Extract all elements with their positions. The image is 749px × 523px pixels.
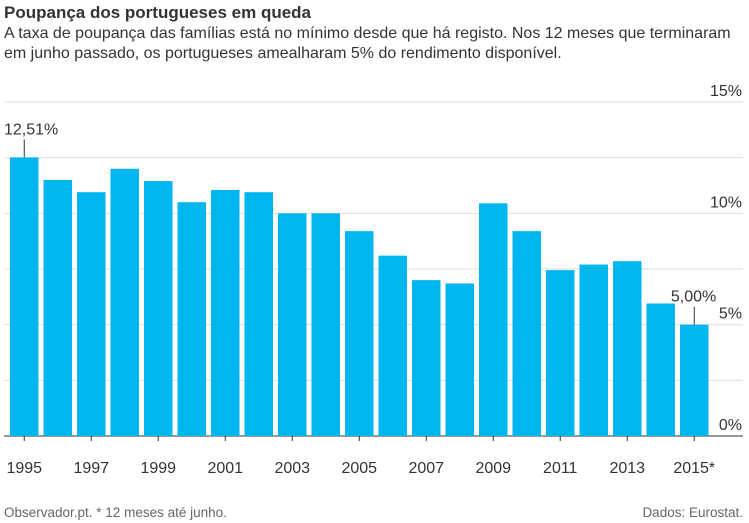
annotation-label: 12,51% xyxy=(4,121,58,138)
data-source: Dados: Eurostat. xyxy=(642,505,743,520)
bar-2013 xyxy=(613,261,642,436)
annotation-label: 5,00% xyxy=(671,289,716,306)
bar-2009 xyxy=(479,203,508,436)
x-tick-label: 2013 xyxy=(609,460,645,477)
bar-1995 xyxy=(10,157,39,436)
bar-2001 xyxy=(211,189,240,436)
bar-2000 xyxy=(177,202,206,436)
bar-2011 xyxy=(546,270,575,436)
y-axis-labels: 0% 5% 10% 15% xyxy=(710,83,742,434)
y-tick-label: 15% xyxy=(710,83,742,100)
bar-1998 xyxy=(110,168,139,437)
bar-2008 xyxy=(445,283,474,436)
bar-1996 xyxy=(43,179,72,436)
x-tick-label: 2009 xyxy=(475,460,511,477)
x-tick-label: 2015* xyxy=(673,460,715,477)
bar-2005 xyxy=(345,231,374,436)
annotations: 12,51% 5,00% xyxy=(4,121,716,325)
chart-subtitle: A taxa de poupança das famílias está no … xyxy=(4,25,731,62)
x-tick-label: 1995 xyxy=(6,460,42,477)
bar-2002 xyxy=(244,192,273,436)
chart-title: Poupança dos portugueses em queda xyxy=(4,3,312,22)
bar-2010 xyxy=(512,231,541,436)
bar-2006 xyxy=(378,255,407,436)
source-note: Observador.pt. * 12 meses até junho. xyxy=(4,505,227,520)
x-tick-label: 2011 xyxy=(543,460,578,477)
x-tick-label: 2003 xyxy=(274,460,310,477)
bars xyxy=(10,157,709,437)
y-tick-label: 10% xyxy=(710,194,742,211)
y-tick-label: 0% xyxy=(719,417,742,434)
x-tick-label: 2007 xyxy=(408,460,444,477)
x-tick-label: 1999 xyxy=(140,460,176,477)
bar-2015 xyxy=(680,324,709,436)
bar-2007 xyxy=(412,280,441,436)
y-tick-label: 5% xyxy=(719,306,742,323)
bar-2004 xyxy=(311,213,340,436)
x-tick-label: 2001 xyxy=(207,460,243,477)
x-axis-labels: 1995 1997 1999 2001 2003 2005 2007 2009 2011 2013… xyxy=(6,436,715,477)
x-tick-label: 2005 xyxy=(341,460,377,477)
bar-1997 xyxy=(77,192,106,436)
bar-2012 xyxy=(579,264,608,436)
bar-1999 xyxy=(144,181,173,436)
bar-2014 xyxy=(646,303,675,436)
bar-2003 xyxy=(278,213,307,436)
x-tick-label: 1997 xyxy=(73,460,109,477)
